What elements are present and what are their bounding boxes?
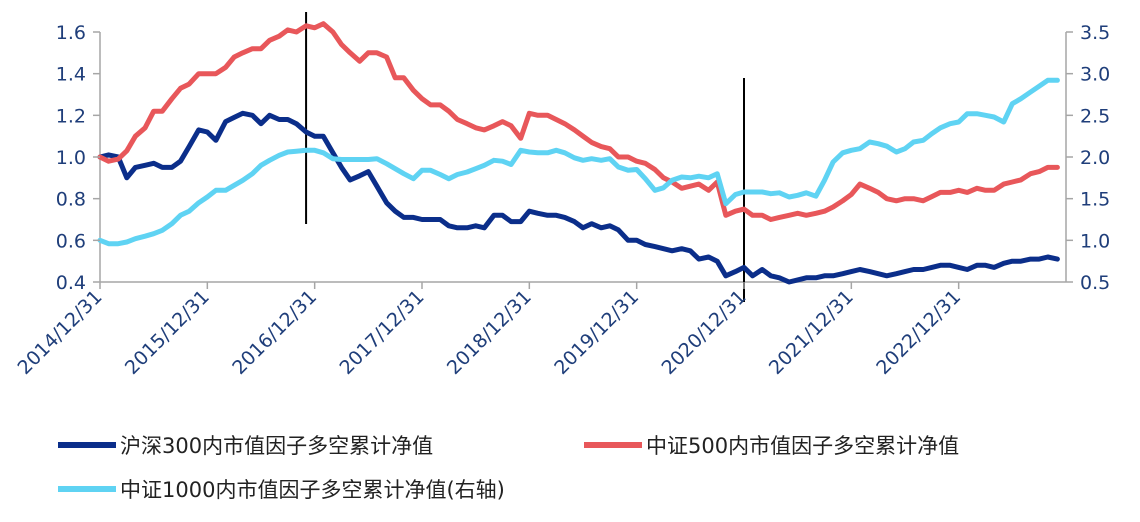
legend-item-zz500: 中证500内市值因子多空累计净值 xyxy=(584,430,959,460)
right-tick-label: 1.0 xyxy=(1080,230,1110,252)
right-tick-label: 3.0 xyxy=(1080,64,1110,86)
left-tick-label: 0.4 xyxy=(56,272,86,294)
x-tick-label: 2015/12/31 xyxy=(121,286,214,379)
right-tick-label: 0.5 xyxy=(1080,272,1110,294)
left-axis-ticks: 0.4 0.6 0.8 1.0 1.2 1.4 1.6 xyxy=(56,22,100,294)
x-tick-label: 2020/12/31 xyxy=(658,286,751,379)
left-tick-label: 0.8 xyxy=(56,189,86,211)
legend-label-hs300: 沪深300内市值因子多空累计净值 xyxy=(120,434,434,458)
legend-item-hs300: 沪深300内市值因子多空累计净值 xyxy=(58,430,433,460)
legend-item-zz1000: 中证1000内市值因子多空累计净值(右轴) xyxy=(58,474,505,504)
x-tick-label: 2014/12/31 xyxy=(14,286,107,379)
x-tick-label: 2017/12/31 xyxy=(336,286,429,379)
x-tick-label: 2018/12/31 xyxy=(443,286,536,379)
line-chart: 0.4 0.6 0.8 1.0 1.2 1.4 1.6 0.5 1.0 1.5 2.0 2.5 3.0… xyxy=(14,12,1110,379)
right-tick-label: 2.0 xyxy=(1080,147,1110,169)
legend-swatch-zz500 xyxy=(584,442,642,448)
series-line-zz1000 xyxy=(97,77,1060,247)
left-tick-label: 0.6 xyxy=(56,230,86,252)
x-tick-label: 2016/12/31 xyxy=(228,286,321,379)
left-tick-label: 1.6 xyxy=(56,22,86,44)
right-tick-label: 1.5 xyxy=(1080,189,1110,211)
legend-swatch-zz1000 xyxy=(58,486,116,492)
series-lines xyxy=(97,21,1060,285)
x-axis-ticks: 2014/12/31 2015/12/31 2016/12/31 2017/12/31… xyxy=(14,282,965,379)
left-tick-label: 1.2 xyxy=(56,105,86,127)
legend-swatch-hs300 xyxy=(58,442,116,448)
x-tick-label: 2019/12/31 xyxy=(550,286,643,379)
legend-label-zz1000: 中证1000内市值因子多空累计净值(右轴) xyxy=(120,478,505,502)
left-tick-label: 1.4 xyxy=(56,64,86,86)
right-tick-label: 3.5 xyxy=(1080,22,1110,44)
left-tick-label: 1.0 xyxy=(56,147,86,169)
x-tick-label: 2021/12/31 xyxy=(765,286,858,379)
series-line-zz500 xyxy=(97,21,1060,222)
legend-label-zz500: 中证500内市值因子多空累计净值 xyxy=(646,434,960,458)
right-axis-ticks: 0.5 1.0 1.5 2.0 2.5 3.0 3.5 xyxy=(1066,22,1110,294)
right-tick-label: 2.5 xyxy=(1080,105,1110,127)
series-line-hs300 xyxy=(97,110,1060,285)
axes xyxy=(99,32,1067,283)
x-tick-label: 2022/12/31 xyxy=(872,286,965,379)
